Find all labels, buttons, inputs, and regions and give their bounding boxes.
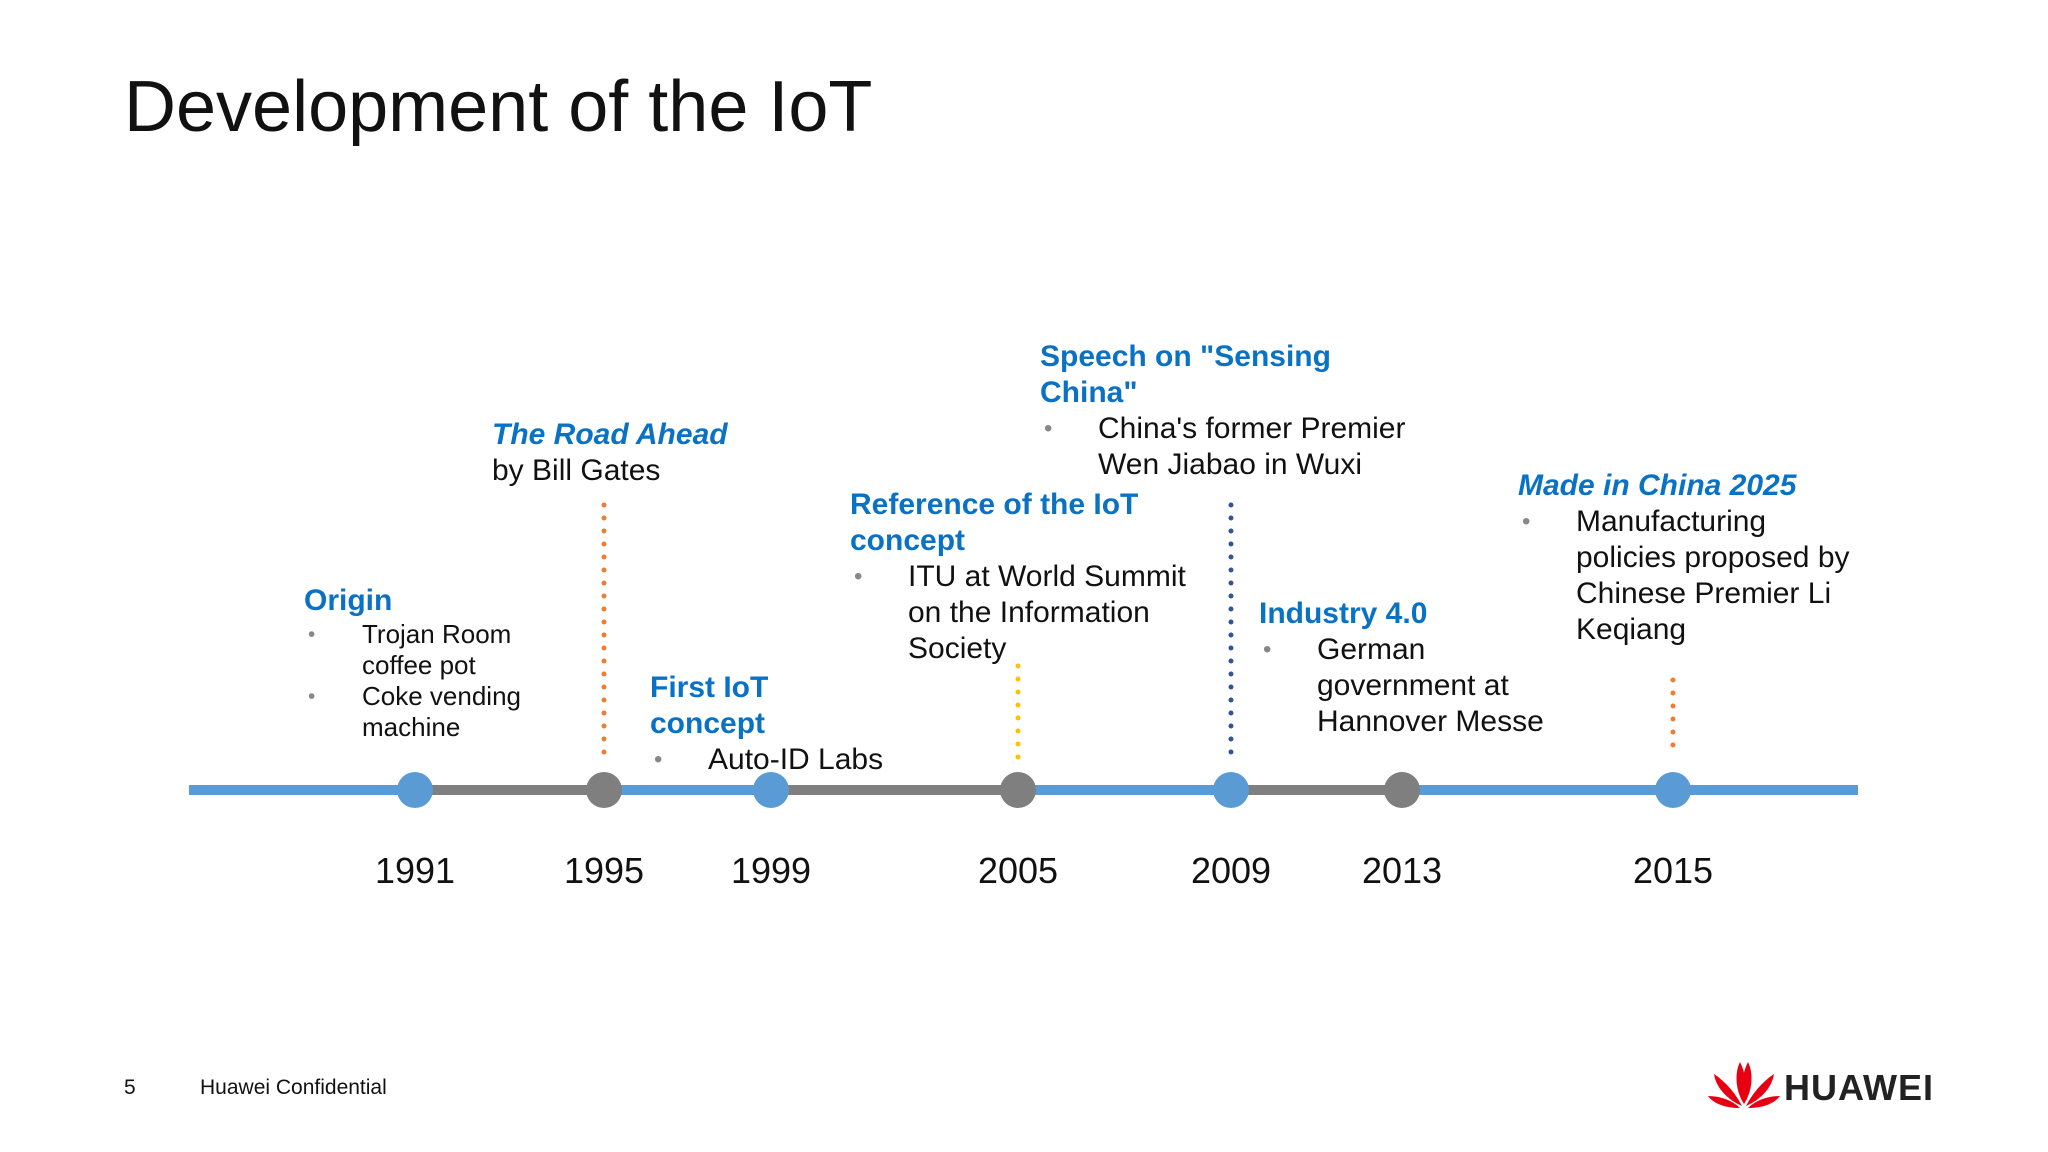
logo-mark [1708,1062,1780,1108]
bullet-list: Auto-ID Labs [650,742,950,778]
year-label: 2005 [977,850,1059,891]
timeline-dot [1384,772,1420,808]
event-heading: The Road Ahead [492,418,728,451]
bullet-list: China's former Premier Wen Jiabao in Wux… [1040,411,1460,483]
event-subtitle: by Bill Gates [492,454,661,487]
bullet-item: Manufacturing policies proposed by Chine… [1518,504,1858,648]
event-block: Made in China 2025Manufacturing policies… [1518,468,1858,648]
year-label: 2015 [1632,850,1714,891]
event-block: OriginTrojan Room coffee potCoke vending… [304,583,534,743]
year-label: 2009 [1190,850,1272,891]
event-heading: First IoT concept [650,671,769,740]
event-heading: Reference of the IoT concept [850,488,1139,557]
timeline-dot [397,772,433,808]
event-block: Industry 4.0German government at Hannove… [1259,596,1549,740]
confidential-label: Huawei Confidential [200,1076,387,1099]
timeline-dot [586,772,622,808]
bullet-item: China's former Premier Wen Jiabao in Wux… [1040,411,1460,483]
year-label: 1991 [374,850,456,891]
bullet-item: German government at Hannover Messe [1259,632,1549,740]
bullet-item: ITU at World Summit on the Information S… [850,559,1210,667]
bullet-list: German government at Hannover Messe [1259,632,1549,740]
bullet-item: Trojan Room coffee pot [304,619,534,681]
bullet-list: Trojan Room coffee potCoke vending machi… [304,619,534,743]
bullet-item: Coke vending machine [304,681,534,743]
event-block: Speech on "Sensing China"China's former … [1040,339,1460,483]
slide-title: Development of the IoT [124,67,873,147]
event-heading: Origin [304,584,393,617]
year-label: 1999 [730,850,812,891]
year-label: 1995 [563,850,645,891]
timeline-dot [753,772,789,808]
event-heading: Made in China 2025 [1518,469,1797,502]
timeline-dot [1000,772,1036,808]
bullet-list: Manufacturing policies proposed by Chine… [1518,504,1858,648]
logo-text: HUAWEI [1784,1067,1934,1108]
timeline-dot [1655,772,1691,808]
event-heading: Industry 4.0 [1259,597,1428,630]
bullet-item: Auto-ID Labs [650,742,950,778]
year-label: 2013 [1361,850,1443,891]
event-block: First IoT conceptAuto-ID Labs [650,670,950,778]
event-heading: Speech on "Sensing China" [1040,340,1331,409]
timeline-dot [1213,772,1249,808]
event-block: Reference of the IoT conceptITU at World… [850,487,1210,667]
page-number: 5 [124,1076,136,1099]
bullet-list: ITU at World Summit on the Information S… [850,559,1210,667]
event-block: The Road Ahead by Bill Gates [492,417,812,489]
